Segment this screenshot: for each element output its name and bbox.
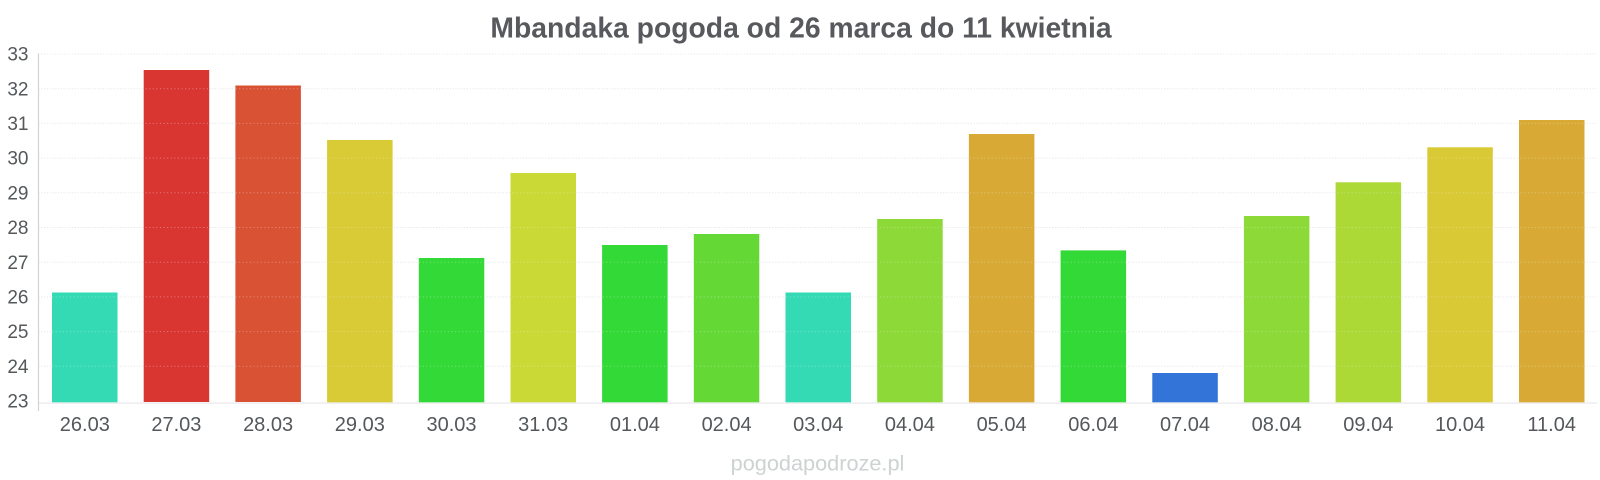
svg-text:29: 29 — [7, 183, 28, 204]
svg-text:07.04: 07.04 — [1160, 414, 1210, 436]
svg-text:pogodapodroze.pl: pogodapodroze.pl — [731, 451, 905, 476]
svg-text:05.04: 05.04 — [977, 414, 1027, 436]
svg-text:27.03: 27.03 — [151, 414, 201, 436]
svg-text:09.04: 09.04 — [1343, 414, 1393, 436]
svg-text:31: 31 — [7, 114, 28, 135]
svg-text:10.04: 10.04 — [1435, 414, 1485, 436]
svg-text:25: 25 — [7, 322, 28, 343]
svg-text:32: 32 — [7, 79, 28, 100]
svg-text:29.03: 29.03 — [335, 414, 385, 436]
svg-text:11.04: 11.04 — [1527, 414, 1576, 436]
svg-text:28: 28 — [7, 218, 28, 239]
svg-text:06.04: 06.04 — [1068, 414, 1118, 436]
svg-text:24: 24 — [7, 357, 29, 378]
svg-text:27: 27 — [7, 253, 28, 274]
svg-text:30: 30 — [7, 149, 28, 170]
svg-text:23: 23 — [7, 392, 28, 413]
svg-text:08.04: 08.04 — [1252, 414, 1302, 436]
svg-text:01.04: 01.04 — [610, 414, 660, 436]
svg-text:26.03: 26.03 — [60, 414, 110, 436]
svg-text:03.04: 03.04 — [793, 414, 843, 436]
svg-text:Mbandaka pogoda od 26 marca do: Mbandaka pogoda od 26 marca do 11 kwietn… — [490, 11, 1111, 43]
svg-text:26: 26 — [7, 288, 28, 309]
svg-text:33: 33 — [7, 45, 28, 66]
svg-text:30.03: 30.03 — [426, 414, 476, 436]
svg-text:31.03: 31.03 — [518, 414, 568, 436]
svg-text:28.03: 28.03 — [243, 414, 293, 436]
svg-text:02.04: 02.04 — [702, 414, 752, 436]
svg-text:04.04: 04.04 — [885, 414, 935, 436]
